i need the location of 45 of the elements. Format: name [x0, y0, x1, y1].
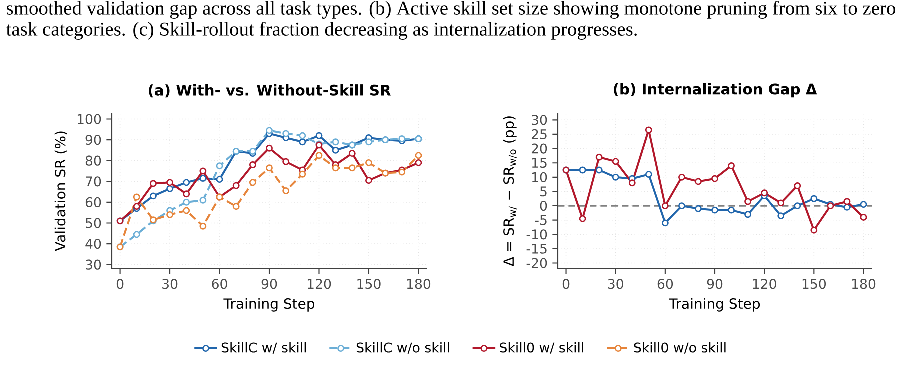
- x-tick-label: 0: [562, 279, 570, 290]
- y-tick-label: 30: [532, 115, 548, 126]
- y-tick-label: 70: [86, 176, 102, 187]
- x-tick-label: 60: [212, 279, 228, 290]
- y-tick-label: 50: [86, 218, 102, 228]
- text: task categories. (c) Skill-rollout fraction decreasing as internalization progresses.: [6, 22, 637, 40]
- y-tick-label: 40: [86, 238, 102, 250]
- x-tick-label: 90: [707, 279, 723, 290]
- x-tick-label: 180: [852, 279, 876, 290]
- y-tick-label: 30: [86, 260, 102, 270]
- y-tick-label: 20: [532, 144, 548, 154]
- y-tick-label: 60: [86, 197, 102, 208]
- x-tick-label: 150: [802, 279, 826, 290]
- x-tick-label: 0: [116, 279, 124, 290]
- y-tick-label: 10: [532, 172, 548, 182]
- x-tick-label: 60: [658, 279, 674, 290]
- x-tick-label: 180: [407, 279, 431, 290]
- legend-label: Skill0 w/o skill: [634, 342, 726, 354]
- y-tick-label: 100: [78, 114, 102, 124]
- y-tick-label: 25: [532, 129, 547, 140]
- y-tick-label: -20: [526, 258, 548, 268]
- legend-label: SkillC w/o skill: [356, 342, 450, 354]
- y-tick-label: 5: [540, 186, 547, 197]
- y-tick-label: -15: [526, 244, 547, 254]
- x-axis-title: Training Step: [669, 298, 760, 312]
- chart-title: (a) With- vs. Without-Skill SR: [148, 84, 391, 98]
- x-tick-label: 30: [162, 279, 178, 290]
- y-axis-title: Δ = SR$_{w/}$ − SR$_{w/o}$ (pp): [503, 116, 518, 266]
- y-tick-label: 90: [86, 134, 102, 146]
- y-tick-label: -10: [526, 230, 548, 240]
- y-tick-label: -5: [535, 215, 547, 226]
- x-tick-label: 120: [753, 279, 776, 290]
- y-axis-title: Validation SR (%): [54, 132, 68, 252]
- text: smoothed validation gap across all task types. (b) Active skill set size showing monotone pruning from six to zero: [7, 1, 896, 19]
- chart-title: (b) Internalization Gap Δ: [614, 83, 818, 98]
- x-axis-title: Training Step: [224, 298, 315, 312]
- x-tick-label: 90: [262, 279, 278, 290]
- x-tick-label: 120: [308, 279, 332, 290]
- y-tick-label: 0: [540, 200, 548, 212]
- y-tick-label: 80: [86, 156, 102, 166]
- legend-label: Skill0 w/ skill: [500, 342, 584, 354]
- legend-label: SkillC w/ skill: [222, 342, 306, 354]
- y-tick-label: 15: [532, 158, 547, 168]
- x-tick-label: 30: [608, 279, 624, 290]
- x-tick-label: 150: [358, 279, 381, 290]
